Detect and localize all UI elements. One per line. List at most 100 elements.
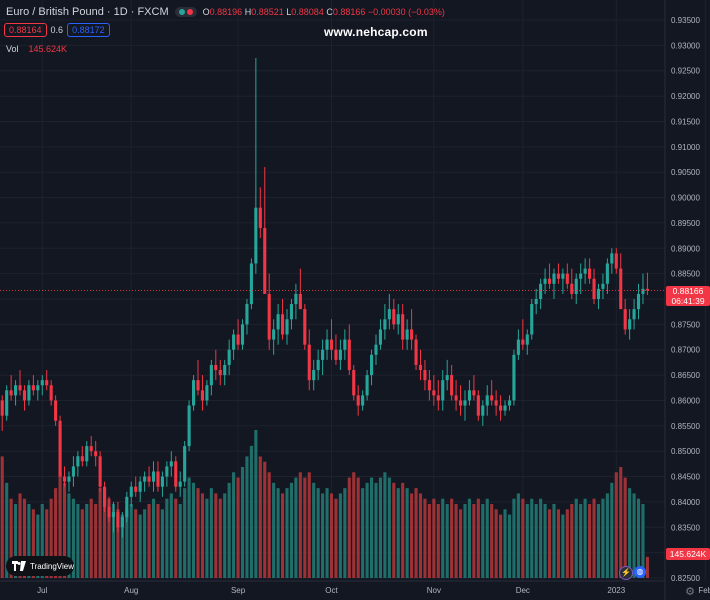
tradingview-logo[interactable]: TradingView [6, 556, 74, 576]
candle-body [5, 390, 9, 416]
candle-body [614, 253, 618, 269]
volume-bar [347, 477, 351, 578]
time-axis[interactable]: Jul Aug Sep Oct Nov Dec 2023 Feb [37, 586, 710, 595]
volume-bar [454, 504, 458, 578]
price-tick-label: 0.92000 [671, 92, 700, 101]
candle-body [9, 390, 13, 396]
candle-body [565, 273, 569, 284]
volume-bar [187, 477, 191, 578]
volume-bar [94, 504, 98, 578]
candle-body [249, 263, 253, 305]
candle-body [338, 349, 342, 360]
volume-bar [169, 493, 173, 578]
market-status-indicator[interactable] [174, 7, 197, 17]
candle-body [49, 385, 53, 401]
volume-bar [143, 509, 147, 578]
volume-bar [40, 504, 44, 578]
sell-button[interactable]: 0.88164 [4, 23, 47, 37]
volume-bar [27, 504, 31, 578]
volume-bar [588, 504, 592, 578]
candle-body [636, 293, 641, 310]
volume-bar [272, 482, 276, 578]
volume-bar [205, 498, 209, 578]
candle-body [151, 471, 156, 482]
symbol-title[interactable]: Euro / British Pound · 1D · FXCM [6, 6, 169, 18]
globe-icon[interactable]: ◍ [634, 566, 646, 578]
candle-body [383, 319, 387, 330]
volume-bar [298, 472, 302, 578]
volume-bar [458, 509, 463, 578]
price-tick-label: 0.83500 [671, 523, 700, 532]
volume-bar [240, 467, 245, 578]
volume-bar [54, 488, 58, 578]
volume-bar [312, 482, 316, 578]
volume-bar [432, 498, 436, 578]
candle-body [107, 506, 111, 518]
volume-bar [361, 488, 365, 578]
time-tick-label: Sep [231, 586, 246, 595]
candle-body [85, 446, 89, 462]
candle-body [490, 395, 494, 401]
tradingview-logo-icon [12, 561, 26, 571]
candle-body [312, 370, 316, 381]
candle-body [521, 339, 525, 345]
volume-bar [365, 482, 369, 578]
volume-bar [307, 472, 311, 578]
candle-body [232, 334, 236, 350]
volume-bar [387, 477, 391, 578]
candle-body [543, 278, 547, 284]
candle-body [125, 496, 129, 518]
volume-bar [534, 504, 538, 578]
candle-body [321, 349, 325, 360]
candle-body [414, 339, 418, 365]
volume-label[interactable]: Vol [6, 44, 19, 54]
candle-body [14, 385, 18, 396]
candle-body [120, 517, 124, 528]
price-tick-label: 0.87000 [671, 346, 700, 355]
candle-body [596, 288, 601, 299]
volume-bar [525, 504, 529, 578]
volume-bar [294, 477, 298, 578]
volume-bar [196, 488, 200, 578]
price-tick-label: 0.91500 [671, 117, 700, 126]
lightning-icon[interactable]: ⚡ [619, 566, 633, 580]
volume-bar [490, 504, 494, 578]
candle-body [499, 405, 503, 411]
volume-bar [58, 472, 62, 578]
price-tick-label: 0.89500 [671, 219, 700, 228]
volume-bar [249, 445, 253, 578]
volume-bar [632, 493, 636, 578]
candle-body [89, 446, 93, 452]
volume-bar [316, 488, 320, 578]
candle-body [352, 370, 356, 396]
candle-body [98, 456, 102, 487]
candle-body [347, 339, 351, 371]
volume-bar [254, 430, 258, 578]
volume-bar [120, 514, 124, 578]
candle-body [67, 476, 71, 482]
volume-bar [338, 493, 342, 578]
watermark-text: www.nehcap.com [324, 25, 428, 39]
volume-bar [610, 482, 614, 578]
candle-body [183, 446, 187, 482]
volume-bar [18, 493, 22, 578]
settings-gear-icon[interactable]: ⚙ [685, 586, 695, 598]
volume-bar [245, 456, 249, 578]
buy-button[interactable]: 0.88172 [67, 23, 110, 37]
candle-body [178, 481, 182, 487]
price-tick-label: 0.92500 [671, 67, 700, 76]
candle-body [258, 207, 262, 228]
candle-body [129, 486, 133, 497]
volume-bar [45, 509, 49, 578]
volume-bar [539, 498, 543, 578]
volume-bar [285, 488, 289, 578]
candle-body [445, 375, 449, 381]
candle-body [214, 364, 218, 371]
volume-bar [174, 498, 178, 578]
candle-body [316, 359, 320, 371]
price-tick-label: 0.90000 [671, 194, 700, 203]
candle-body [147, 476, 151, 482]
volume-bar [14, 504, 18, 578]
volume-bar [472, 504, 476, 578]
